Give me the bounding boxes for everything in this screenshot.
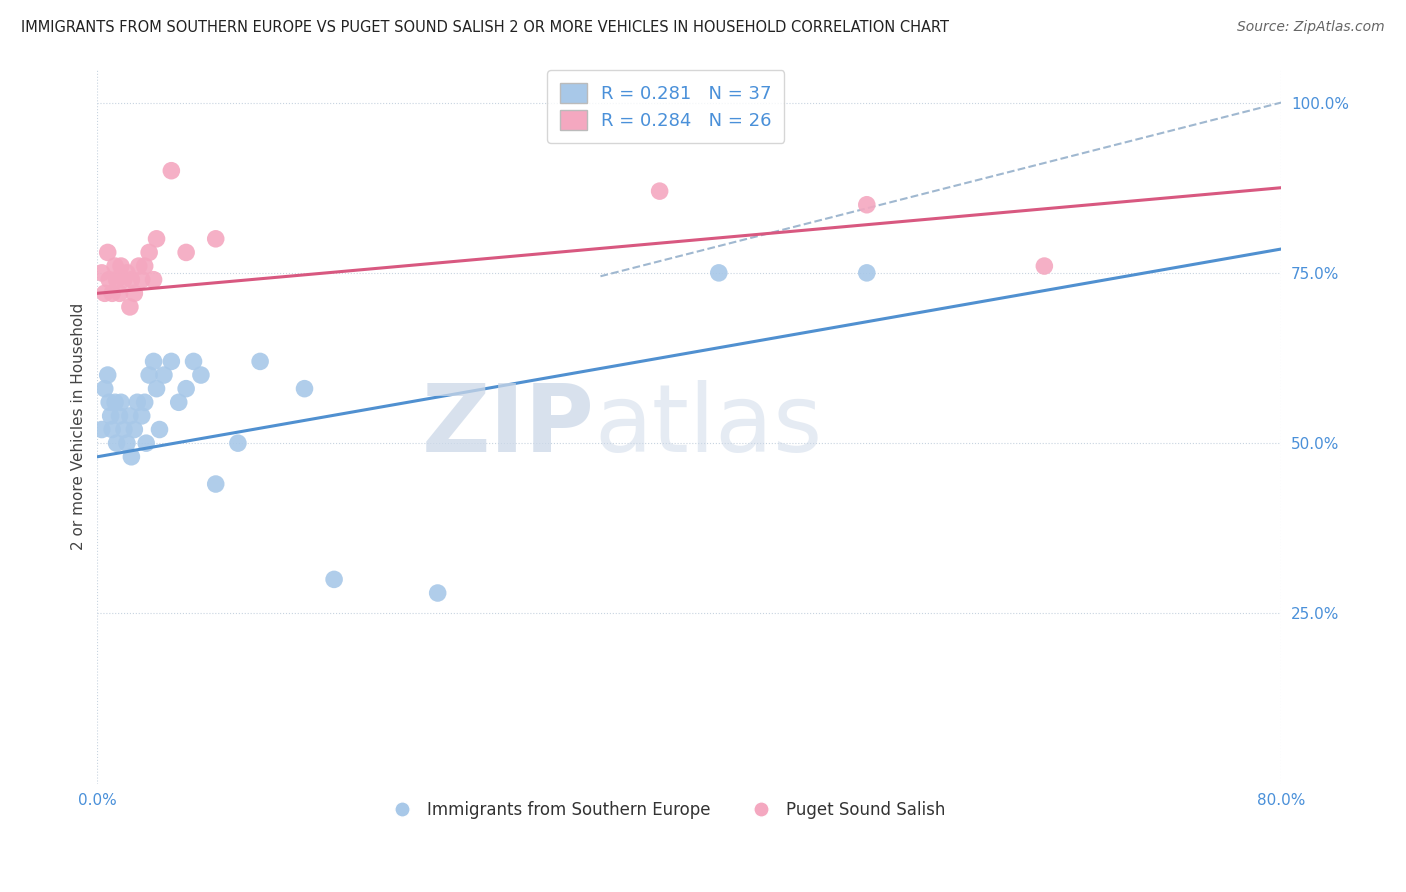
Point [94,382,117,396]
Point [118,409,141,423]
Point [426,586,449,600]
Point [135,436,157,450]
Point [145,382,167,396]
Point [94,286,117,301]
Point [138,368,160,382]
Point [142,354,165,368]
Point [707,266,730,280]
Point [294,382,316,396]
Text: Source: ZipAtlas.com: Source: ZipAtlas.com [1237,20,1385,34]
Point [104,259,127,273]
Point [226,436,249,450]
Point [104,395,127,409]
Point [120,450,142,464]
Point [249,354,271,368]
Point [134,259,156,273]
Point [148,423,170,437]
Point [190,368,212,382]
Point [183,354,205,368]
Point [138,245,160,260]
Legend: Immigrants from Southern Europe, Puget Sound Salish: Immigrants from Southern Europe, Puget S… [380,794,952,825]
Point [124,286,146,301]
Point [110,259,132,273]
Point [648,184,671,198]
Point [145,232,167,246]
Point [98,395,121,409]
Point [97,368,120,382]
Point [120,273,142,287]
Point [142,273,165,287]
Point [131,273,153,287]
Y-axis label: 2 or more Vehicles in Household: 2 or more Vehicles in Household [72,302,86,549]
Point [204,477,226,491]
Point [134,395,156,409]
Point [101,423,124,437]
Point [97,245,120,260]
Point [174,382,197,396]
Point [131,409,153,423]
Point [108,409,131,423]
Point [90,423,112,437]
Point [160,163,183,178]
Point [855,198,877,212]
Point [110,395,132,409]
Point [112,423,135,437]
Point [204,232,226,246]
Point [118,300,141,314]
Point [115,436,138,450]
Point [105,273,128,287]
Point [124,423,146,437]
Point [167,395,190,409]
Point [855,266,877,280]
Point [115,266,138,280]
Point [101,286,124,301]
Point [174,245,197,260]
Text: atlas: atlas [595,380,823,472]
Point [108,286,131,301]
Point [153,368,176,382]
Point [105,436,128,450]
Point [127,395,149,409]
Point [1033,259,1056,273]
Point [100,409,122,423]
Point [128,259,150,273]
Text: IMMIGRANTS FROM SOUTHERN EUROPE VS PUGET SOUND SALISH 2 OR MORE VEHICLES IN HOUS: IMMIGRANTS FROM SOUTHERN EUROPE VS PUGET… [21,20,949,35]
Point [98,273,121,287]
Text: ZIP: ZIP [422,380,595,472]
Point [323,573,346,587]
Point [90,266,112,280]
Point [160,354,183,368]
Point [112,273,135,287]
